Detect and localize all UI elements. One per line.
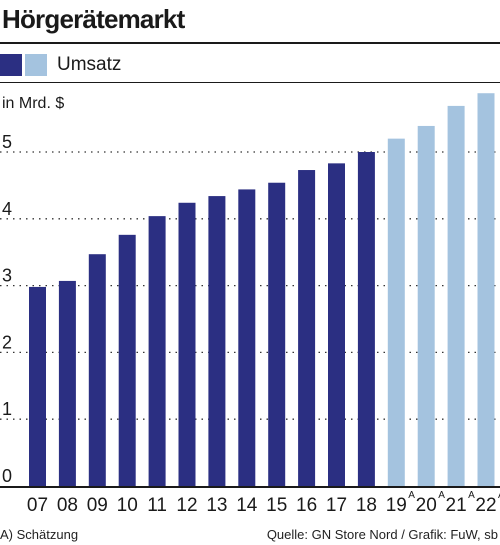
bar bbox=[238, 189, 256, 486]
x-tick-label: 14 bbox=[236, 495, 258, 516]
x-tick-label: 08 bbox=[57, 495, 78, 516]
y-tick-label: 3 bbox=[2, 266, 12, 286]
x-tick-label: 12 bbox=[176, 495, 197, 516]
x-tick-label: 16 bbox=[296, 495, 317, 516]
legend: Umsatz bbox=[0, 53, 121, 77]
x-tick-label: 13 bbox=[206, 495, 227, 516]
x-tick-label: 18 bbox=[356, 495, 377, 516]
legend-divider bbox=[0, 82, 500, 83]
bar bbox=[29, 286, 46, 486]
bar bbox=[298, 170, 316, 486]
bar bbox=[118, 234, 136, 486]
x-tick-label: 20 bbox=[416, 495, 437, 516]
y-tick-label: 1 bbox=[2, 399, 12, 419]
legend-swatch-estimate bbox=[25, 54, 47, 76]
x-tick-label: 17 bbox=[326, 495, 347, 516]
bar bbox=[268, 182, 286, 486]
bar bbox=[178, 202, 196, 486]
legend-swatch-actual bbox=[0, 54, 22, 76]
bar bbox=[417, 125, 435, 486]
bar bbox=[387, 138, 405, 486]
x-tick-label: 09 bbox=[87, 495, 108, 516]
x-tick-label: 10 bbox=[117, 495, 138, 516]
estimate-mark: A bbox=[438, 490, 445, 501]
bar bbox=[447, 105, 465, 487]
bar bbox=[88, 254, 106, 486]
bar bbox=[477, 93, 495, 486]
x-tick-label: 11 bbox=[147, 495, 167, 516]
source-credit: Quelle: GN Store Nord / Grafik: FuW, sb bbox=[266, 527, 498, 542]
estimate-mark: A bbox=[468, 490, 475, 501]
bar bbox=[208, 196, 226, 486]
x-tick-label: 15 bbox=[266, 495, 287, 516]
chart-title: Hörgerätemarkt bbox=[2, 4, 185, 34]
x-tick-label: 21 bbox=[446, 495, 467, 516]
x-tick-label: 22 bbox=[475, 495, 496, 516]
legend-label-umsatz: Umsatz bbox=[57, 54, 122, 75]
bar bbox=[357, 152, 375, 486]
y-tick-label: 2 bbox=[2, 332, 12, 352]
y-tick-label: 5 bbox=[2, 132, 12, 152]
estimate-mark: A bbox=[408, 490, 415, 501]
y-axis-label: in Mrd. $ bbox=[2, 95, 64, 112]
x-tick-label: 07 bbox=[27, 495, 48, 516]
x-tick-label: 19 bbox=[386, 495, 407, 516]
bar bbox=[148, 216, 166, 487]
title-divider bbox=[0, 42, 500, 44]
y-tick-label: 0 bbox=[2, 466, 12, 486]
y-tick-label: 4 bbox=[2, 199, 12, 219]
footnote: A) Schätzung bbox=[0, 527, 79, 542]
bar bbox=[328, 163, 345, 486]
bar bbox=[58, 280, 76, 486]
estimate-mark: A bbox=[498, 490, 500, 501]
